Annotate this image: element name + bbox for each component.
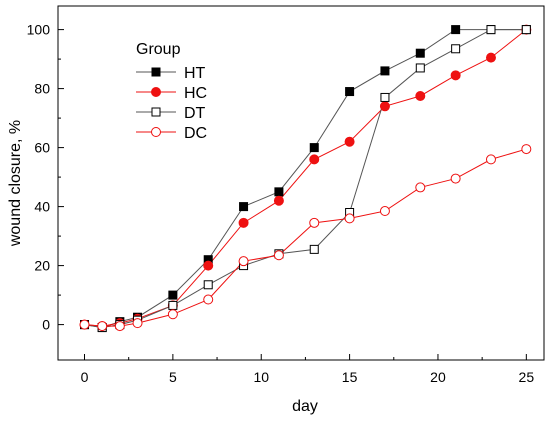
data-point-dc [167, 309, 178, 320]
data-point-dc [79, 319, 90, 330]
x-tick-label: 5 [169, 369, 177, 385]
data-point-ht [415, 48, 425, 58]
data-point-dt [309, 244, 319, 254]
data-point-ht [168, 290, 178, 300]
legend-label: HC [184, 85, 207, 102]
y-tick-label: 60 [34, 140, 50, 156]
data-point-hc [309, 154, 320, 165]
data-point-ht [451, 25, 461, 35]
y-tick-label: 0 [42, 317, 50, 333]
data-point-hc [485, 52, 496, 63]
data-point-dc [344, 213, 355, 224]
data-point-ht [239, 202, 249, 212]
legend-marker [151, 127, 161, 137]
data-point-hc [379, 101, 390, 112]
legend-items: HT HC DT DC [136, 65, 207, 142]
data-point-dt [451, 44, 461, 54]
data-point-dt [380, 92, 390, 102]
x-tick-label: 20 [430, 369, 446, 385]
x-axis-label: day [292, 398, 318, 415]
y-tick-label: 20 [34, 258, 50, 274]
data-point-dc [132, 318, 143, 329]
data-point-hc [344, 136, 355, 147]
legend: Group HT HC DT DC [136, 41, 207, 142]
legend-marker [151, 87, 161, 97]
data-point-hc [273, 195, 284, 206]
legend-label: DT [184, 105, 206, 122]
data-point-dc [309, 217, 320, 228]
data-point-ht [380, 66, 390, 76]
legend-marker [151, 67, 161, 77]
y-tick-label: 100 [27, 22, 51, 38]
legend-title: Group [136, 41, 181, 58]
y-tick-label: 40 [34, 199, 50, 215]
data-point-dc [114, 321, 125, 332]
data-point-dc [521, 144, 532, 155]
x-tick-label: 25 [519, 369, 535, 385]
data-point-hc [203, 260, 214, 271]
data-point-ht [309, 143, 319, 153]
x-tick-label: 0 [81, 369, 89, 385]
data-point-dc [485, 154, 496, 165]
series-layer [79, 24, 532, 333]
data-point-dt [203, 280, 213, 290]
data-point-hc [450, 70, 461, 81]
legend-label: HT [184, 65, 206, 82]
data-point-dt [521, 25, 531, 35]
legend-marker [151, 107, 161, 117]
data-point-dc [97, 321, 108, 332]
data-point-hc [415, 90, 426, 101]
y-axis-ticks: 0 20 40 60 80 100 [27, 22, 64, 333]
data-point-dt [486, 25, 496, 35]
data-point-dc [238, 256, 249, 267]
x-tick-label: 15 [342, 369, 358, 385]
data-point-dc [203, 294, 214, 305]
data-point-dc [379, 206, 390, 217]
data-point-dc [273, 250, 284, 261]
data-point-ht [345, 87, 355, 97]
data-point-ht [274, 187, 284, 197]
legend-label: DC [184, 125, 207, 142]
y-axis-label: wound closure, % [7, 120, 24, 247]
x-axis-ticks: 0 5 10 15 20 25 [81, 354, 535, 385]
plot-frame [57, 5, 545, 361]
data-point-dc [415, 182, 426, 193]
data-point-dt [415, 63, 425, 73]
data-point-dc [450, 173, 461, 184]
x-tick-label: 10 [253, 369, 269, 385]
y-tick-label: 80 [34, 81, 50, 97]
data-point-dt [168, 300, 178, 310]
data-point-hc [238, 217, 249, 228]
series-line-dc [84, 148, 527, 327]
